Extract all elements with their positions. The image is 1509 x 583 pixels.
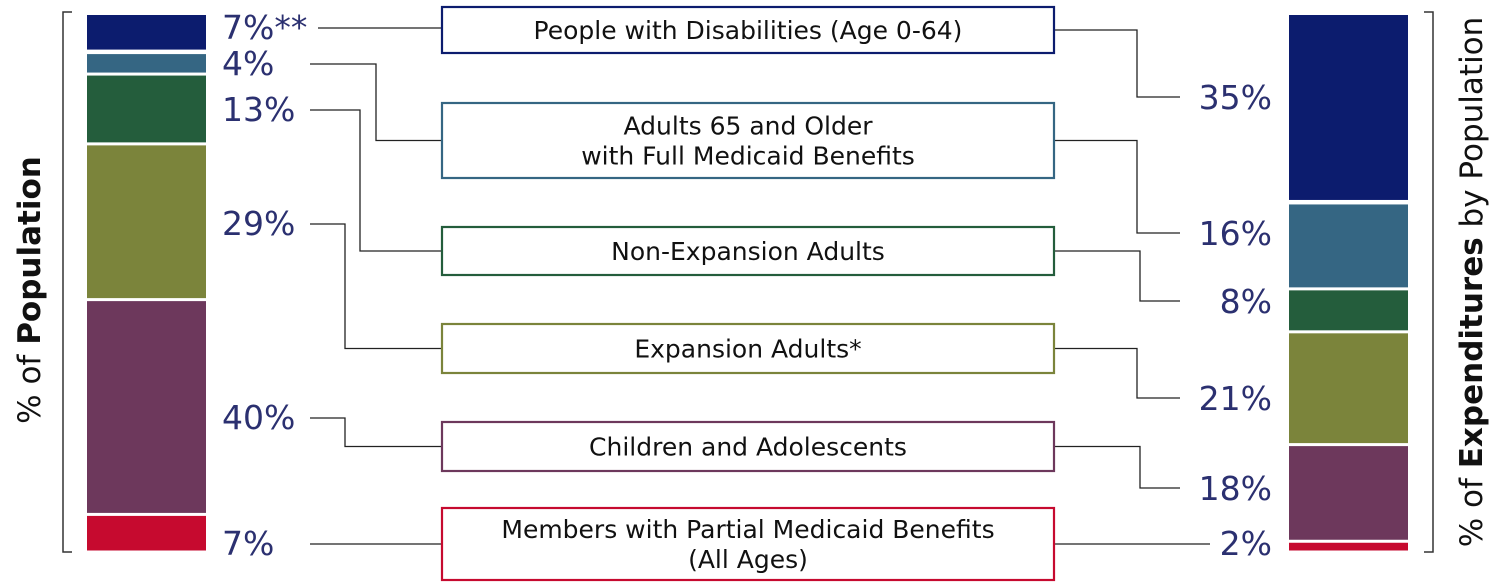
expenditure-percent-label: 2% — [1220, 524, 1272, 563]
right-connector-line — [1054, 139, 1180, 234]
category-label: Non-Expansion Adults — [611, 237, 885, 266]
population-percent-label: 7%** — [222, 8, 307, 47]
expenditure-bar-segment — [1289, 542, 1408, 551]
category-box — [440, 420, 1056, 473]
category-box — [440, 322, 1056, 375]
category-box — [440, 101, 1056, 180]
population-percent-label: 4% — [222, 44, 274, 83]
population-bar-segment — [87, 75, 206, 143]
population-bar-segment — [87, 515, 206, 551]
expenditure-bar-segment — [1289, 333, 1408, 444]
right-bracket — [1424, 11, 1434, 553]
category-box — [440, 5, 1056, 55]
category-label: Children and Adolescents — [589, 433, 907, 462]
population-percent-label: 7% — [222, 524, 274, 563]
left-connector-line — [310, 223, 442, 350]
expenditure-bar-segment — [1289, 204, 1408, 288]
population-bar-segment — [87, 54, 206, 73]
category-label: (All Ages) — [688, 545, 808, 574]
left-axis-title: % of Population — [12, 156, 48, 424]
expenditure-percent-label: 35% — [1199, 78, 1272, 117]
category-box — [440, 506, 1056, 582]
expenditure-percent-label: 21% — [1199, 379, 1272, 418]
right-connector-line — [1054, 445, 1180, 489]
expenditure-percent-label: 18% — [1199, 469, 1272, 508]
right-connector-line — [1054, 250, 1180, 302]
expenditure-bar-segment — [1289, 15, 1408, 200]
population-percent-label: 13% — [222, 90, 295, 129]
category-label: Expansion Adults* — [634, 335, 861, 364]
left-connector-line — [310, 417, 442, 448]
population-percent-label: 40% — [222, 398, 295, 437]
category-label: with Full Medicaid Benefits — [581, 142, 915, 171]
expenditure-bar-segment — [1289, 446, 1408, 540]
category-box — [440, 225, 1056, 277]
expenditure-bar-segment — [1289, 290, 1408, 331]
population-bar-segment — [87, 145, 206, 299]
population-bar-segment — [87, 15, 206, 50]
category-label: Members with Partial Medicaid Benefits — [501, 515, 994, 544]
category-label: People with Disabilities (Age 0-64) — [534, 16, 963, 45]
category-label: Adults 65 and Older — [624, 112, 874, 141]
expenditure-percent-label: 16% — [1199, 214, 1272, 253]
expenditure-percent-label: 8% — [1220, 282, 1272, 321]
right-connector-line — [1054, 29, 1180, 98]
population-percent-label: 29% — [222, 204, 295, 243]
right-connector-line — [1054, 347, 1180, 399]
left-bracket — [62, 11, 72, 553]
left-connector-line — [310, 109, 442, 252]
left-connector-line — [310, 63, 442, 142]
population-bar-segment — [87, 301, 206, 513]
right-axis-title: % of Expenditures by Population — [1454, 16, 1490, 548]
